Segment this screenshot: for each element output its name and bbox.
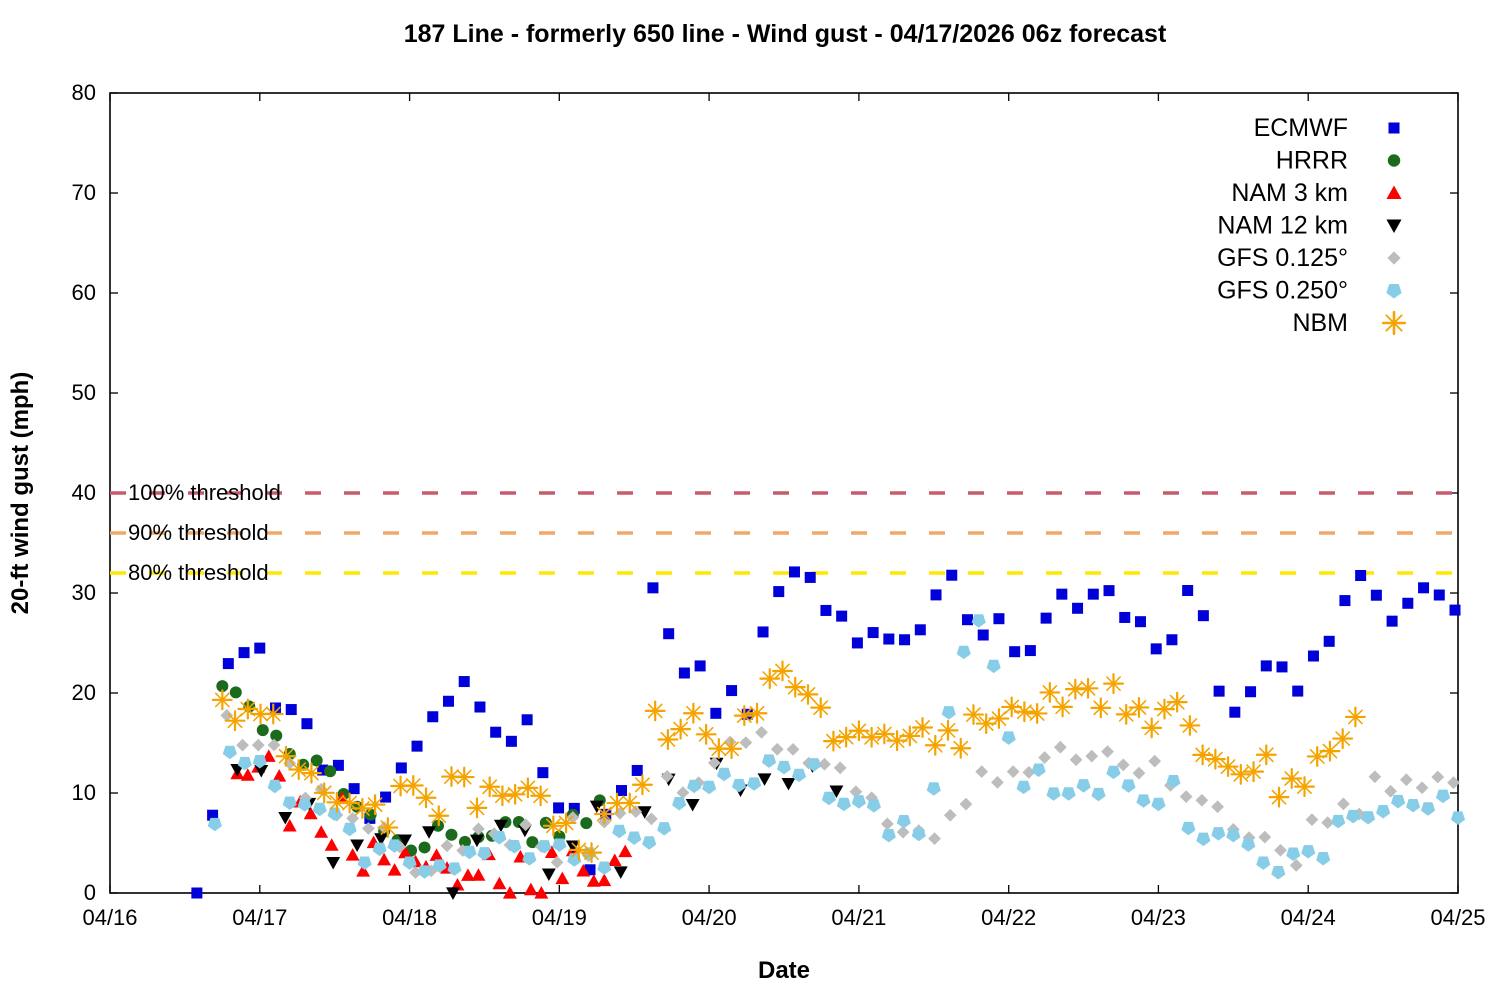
svg-text:60: 60 xyxy=(72,280,96,305)
svg-text:NAM 12 km: NAM 12 km xyxy=(1217,212,1348,240)
svg-text:GFS 0.125°: GFS 0.125° xyxy=(1217,244,1348,272)
svg-text:04/19: 04/19 xyxy=(532,905,587,930)
svg-text:100% threshold: 100% threshold xyxy=(128,480,281,505)
svg-text:187 Line - formerly 650 line -: 187 Line - formerly 650 line - Wind gust… xyxy=(404,20,1167,48)
svg-text:04/24: 04/24 xyxy=(1281,905,1336,930)
svg-text:Date: Date xyxy=(758,957,810,984)
svg-text:90% threshold: 90% threshold xyxy=(128,520,269,545)
svg-text:04/25: 04/25 xyxy=(1430,905,1485,930)
svg-text:HRRR: HRRR xyxy=(1276,147,1348,175)
svg-text:20: 20 xyxy=(72,680,96,705)
svg-text:80% threshold: 80% threshold xyxy=(128,560,269,585)
svg-text:70: 70 xyxy=(72,180,96,205)
svg-text:04/21: 04/21 xyxy=(831,905,886,930)
svg-text:NBM: NBM xyxy=(1292,309,1348,337)
svg-text:0: 0 xyxy=(84,880,96,905)
svg-text:ECMWF: ECMWF xyxy=(1254,114,1348,142)
svg-text:04/18: 04/18 xyxy=(382,905,437,930)
svg-text:40: 40 xyxy=(72,480,96,505)
svg-text:04/23: 04/23 xyxy=(1131,905,1186,930)
svg-text:04/22: 04/22 xyxy=(981,905,1036,930)
svg-text:NAM 3 km: NAM 3 km xyxy=(1231,179,1348,207)
svg-text:30: 30 xyxy=(72,580,96,605)
svg-text:10: 10 xyxy=(72,780,96,805)
svg-text:GFS 0.250°: GFS 0.250° xyxy=(1217,277,1348,305)
svg-text:04/20: 04/20 xyxy=(682,905,737,930)
svg-text:04/17: 04/17 xyxy=(232,905,287,930)
svg-text:80: 80 xyxy=(72,80,96,105)
svg-text:50: 50 xyxy=(72,380,96,405)
svg-text:20-ft wind gust (mph): 20-ft wind gust (mph) xyxy=(7,372,34,615)
svg-text:04/16: 04/16 xyxy=(82,905,137,930)
